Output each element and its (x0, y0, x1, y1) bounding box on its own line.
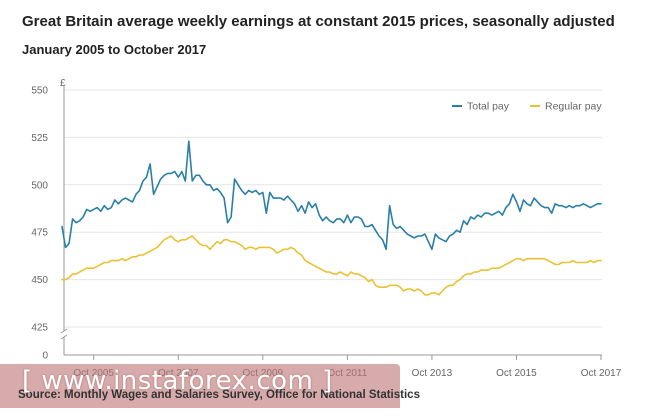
axis-break-mark (60, 328, 68, 334)
x-tick-label: Oct 2015 (496, 368, 537, 379)
series-line-regular-pay (61, 235, 602, 296)
legend-label: Regular pay (545, 101, 602, 113)
y-tick-label: 425 (31, 323, 48, 334)
y-tick-label: 450 (31, 275, 48, 286)
legend: Total pay Regular pay (452, 101, 602, 113)
chart-title: Great Britain average weekly earnings at… (22, 13, 615, 30)
gridlines (64, 89, 602, 328)
watermark-banner (0, 364, 400, 408)
source-note: Source: Monthly Wages and Salaries Surve… (18, 389, 420, 401)
y-tick-label: 475 (31, 228, 48, 239)
series-lines (61, 140, 602, 296)
legend-label: Total pay (467, 101, 510, 113)
y-tick-label: 500 (31, 180, 48, 191)
y-axis-label: £ (60, 78, 66, 89)
series-line-total-pay (61, 140, 602, 251)
x-tick-label: Oct 2017 (581, 368, 622, 379)
axis-break-mark (60, 334, 68, 340)
y-tick-label: 0 (42, 351, 48, 362)
y-tick-label: 550 (31, 86, 48, 97)
chart-subtitle: January 2005 to October 2017 (22, 42, 207, 57)
x-tick-label: Oct 2013 (412, 368, 453, 379)
watermark-text: [ www.instaforex.com ] (22, 366, 333, 396)
y-tick-label: 525 (31, 133, 48, 144)
